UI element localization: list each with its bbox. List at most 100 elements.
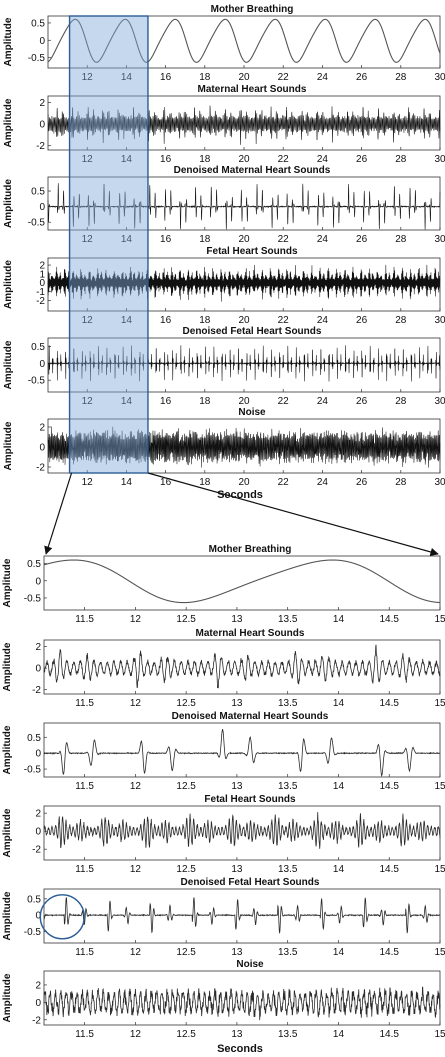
signal-trace	[43, 644, 441, 689]
x-tick-label: 16	[160, 396, 172, 407]
x-tick-label: 12	[82, 234, 94, 245]
y-axis-label: Amplitude	[2, 973, 13, 1022]
x-tick-label: 13.5	[278, 947, 298, 958]
x-tick-label: 28	[395, 396, 407, 407]
y-axis-label: Amplitude	[2, 725, 13, 774]
x-tick-label: 14	[121, 234, 133, 245]
x-tick-label: 13	[231, 614, 243, 625]
x-tick-label: 18	[199, 154, 211, 165]
y-tick-label: 0	[35, 911, 41, 922]
x-tick-label: 11.5	[75, 864, 94, 875]
y-tick-label: -2	[36, 296, 45, 307]
y-axis-label: Amplitude	[3, 179, 14, 228]
x-tick-label: 12	[82, 154, 94, 165]
x-tick-label: 16	[160, 477, 172, 488]
x-tick-label: 26	[356, 315, 368, 326]
x-tick-label: 16	[160, 72, 172, 83]
y-tick-label: -0.5	[24, 765, 42, 776]
y-axis-label: Amplitude	[3, 98, 14, 147]
x-tick-label: 13.5	[278, 1029, 298, 1040]
x-tick-label: 30	[434, 315, 445, 326]
x-tick-label: 26	[356, 477, 368, 488]
x-tick-label: 12	[82, 477, 94, 488]
x-tick-label: 26	[356, 234, 368, 245]
x-tick-label: 13.5	[278, 864, 298, 875]
x-tick-label: 20	[238, 72, 250, 83]
x-tick-label: 24	[317, 396, 329, 407]
y-tick-label: -0.5	[28, 376, 46, 387]
x-tick-label: 14	[333, 614, 345, 625]
x-tick-label: 14	[333, 947, 345, 958]
x-tick-label: 15	[434, 1029, 445, 1040]
x-tick-label: 20	[238, 477, 250, 488]
signal-trace	[47, 345, 441, 382]
x-tick-label: 15	[434, 614, 445, 625]
x-tick-label: 24	[317, 72, 329, 83]
y-tick-label: 2	[35, 980, 41, 991]
x-tick-label: 15	[434, 864, 445, 875]
panel-title: Mother Breathing	[209, 544, 292, 555]
x-tick-label: 22	[278, 234, 290, 245]
signal-trace	[43, 812, 441, 849]
x-tick-label: 28	[395, 477, 407, 488]
x-tick-label: 18	[199, 315, 211, 326]
signal-trace	[47, 183, 441, 230]
panel-title: Mother Breathing	[211, 4, 294, 15]
y-tick-label: -2	[36, 141, 45, 152]
signal-trace	[43, 559, 441, 604]
y-tick-label: 0	[35, 664, 41, 675]
x-tick-label: 22	[278, 315, 290, 326]
axes-frame	[47, 15, 441, 69]
x-tick-label: 26	[356, 396, 368, 407]
axes-frame	[43, 555, 441, 611]
x-tick-label: 30	[434, 477, 445, 488]
x-tick-label: 12.5	[176, 1029, 196, 1040]
x-tick-label: 28	[395, 72, 407, 83]
panel-title: Noise	[236, 959, 264, 970]
y-tick-label: 0	[39, 36, 45, 47]
axes-frame	[47, 337, 441, 393]
x-tick-label: 12	[130, 614, 142, 625]
panel-title: Fetal Heart Sounds	[206, 246, 298, 257]
panel-3: Fetal Heart Sounds Amplitude 210-1-2 12 14 16…	[3, 246, 445, 326]
y-axis-label: Amplitude	[2, 558, 13, 607]
overlay-layer	[44, 15, 439, 557]
axes-frame	[43, 639, 441, 695]
x-tick-label: 18	[199, 477, 211, 488]
y-tick-label: 0	[39, 443, 45, 454]
x-tick-label: 12	[82, 315, 94, 326]
y-tick-label: -0.5	[28, 53, 46, 64]
x-tick-label: 26	[356, 72, 368, 83]
x-tick-label: 13.5	[278, 698, 298, 709]
y-tick-label: 0.5	[31, 187, 45, 198]
panel-title: Maternal Heart Sounds	[196, 628, 305, 639]
y-tick-label: 0.5	[27, 894, 41, 905]
signal-trace	[47, 426, 441, 468]
x-tick-label: 13	[231, 864, 243, 875]
panel-8: Denoised Maternal Heart Sounds Amplitude 0…	[2, 711, 445, 792]
x-tick-label: 14	[121, 477, 133, 488]
x-tick-label: 24	[317, 315, 329, 326]
panel-4: Denoised Fetal Heart Sounds Amplitude 0.5 0…	[3, 326, 445, 407]
x-tick-label: 13	[231, 698, 243, 709]
x-tick-label: 13	[231, 781, 243, 792]
x-tick-label: 11.5	[75, 781, 94, 792]
y-tick-label: -1	[36, 287, 45, 298]
x-axis-label-bottom: Seconds	[217, 1043, 263, 1055]
x-tick-label: 22	[278, 477, 290, 488]
x-tick-label: 14.5	[379, 1029, 399, 1040]
y-axis-label: Amplitude	[2, 891, 13, 940]
x-tick-label: 16	[160, 234, 172, 245]
x-tick-label: 13.5	[278, 614, 298, 625]
x-tick-label: 26	[356, 154, 368, 165]
panels-layer: Mother Breathing Amplitude 0.5 0 -0.5 12 14 16 1…	[2, 4, 445, 1040]
x-tick-label: 14	[333, 1029, 345, 1040]
y-tick-label: 2	[35, 809, 41, 820]
x-tick-label: 14	[333, 698, 345, 709]
panel-2: Denoised Maternal Heart Sounds Amplitude 0…	[3, 165, 445, 245]
x-tick-label: 30	[434, 396, 445, 407]
x-tick-label: 13	[231, 1029, 243, 1040]
